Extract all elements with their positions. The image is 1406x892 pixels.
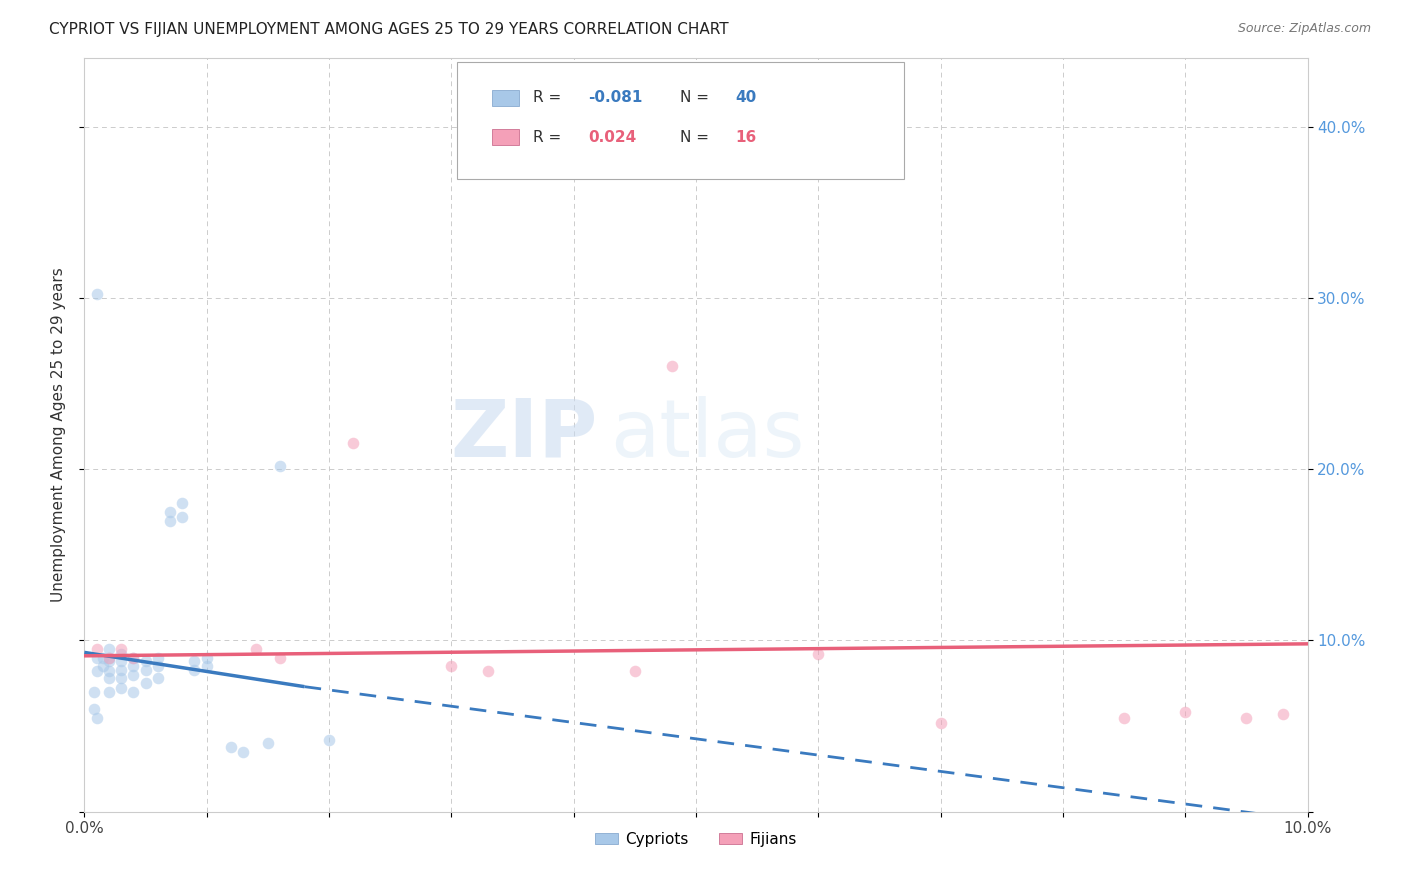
- Text: ZIP: ZIP: [451, 396, 598, 474]
- Point: [172, 510, 194, 524]
- Point: [86, 642, 108, 657]
- Point: [122, 659, 145, 673]
- Point: [183, 663, 205, 677]
- Point: [318, 732, 340, 747]
- Point: [97, 685, 120, 699]
- Point: [159, 514, 181, 528]
- Point: [110, 647, 132, 661]
- Point: [219, 739, 242, 754]
- Point: [86, 710, 108, 724]
- Point: [440, 659, 463, 673]
- FancyBboxPatch shape: [492, 89, 519, 106]
- Point: [86, 650, 108, 665]
- Point: [97, 642, 120, 657]
- Point: [110, 663, 132, 677]
- Point: [183, 654, 205, 668]
- Point: [83, 685, 105, 699]
- Y-axis label: Unemployment Among Ages 25 to 29 years: Unemployment Among Ages 25 to 29 years: [51, 268, 66, 602]
- Point: [135, 676, 157, 690]
- Text: N =: N =: [681, 90, 714, 105]
- Text: 16: 16: [735, 129, 756, 145]
- Point: [159, 505, 181, 519]
- Point: [91, 650, 114, 665]
- Point: [135, 654, 157, 668]
- Point: [91, 659, 114, 673]
- Text: atlas: atlas: [610, 396, 804, 474]
- Text: R =: R =: [533, 129, 567, 145]
- Point: [97, 654, 120, 668]
- Point: [97, 650, 120, 665]
- Point: [195, 650, 218, 665]
- Point: [122, 667, 145, 681]
- Point: [477, 665, 499, 679]
- Point: [86, 287, 108, 301]
- Point: [146, 650, 169, 665]
- Text: -0.081: -0.081: [588, 90, 643, 105]
- Point: [807, 647, 830, 661]
- Text: CYPRIOT VS FIJIAN UNEMPLOYMENT AMONG AGES 25 TO 29 YEARS CORRELATION CHART: CYPRIOT VS FIJIAN UNEMPLOYMENT AMONG AGE…: [49, 22, 728, 37]
- Point: [269, 650, 291, 665]
- Point: [122, 650, 145, 665]
- Point: [661, 359, 683, 374]
- Point: [342, 436, 364, 450]
- Point: [86, 665, 108, 679]
- Point: [172, 496, 194, 510]
- Point: [1236, 710, 1258, 724]
- Point: [110, 654, 132, 668]
- Point: [146, 671, 169, 685]
- Text: R =: R =: [533, 90, 567, 105]
- Text: Source: ZipAtlas.com: Source: ZipAtlas.com: [1237, 22, 1371, 36]
- Point: [122, 650, 145, 665]
- Point: [1114, 710, 1136, 724]
- Point: [245, 642, 267, 657]
- Point: [97, 650, 120, 665]
- FancyBboxPatch shape: [457, 62, 904, 178]
- Point: [257, 736, 280, 750]
- Point: [624, 665, 647, 679]
- Text: N =: N =: [681, 129, 714, 145]
- Point: [135, 663, 157, 677]
- Text: 0.024: 0.024: [588, 129, 637, 145]
- Point: [195, 659, 218, 673]
- Point: [1272, 707, 1295, 722]
- Point: [97, 671, 120, 685]
- Point: [122, 685, 145, 699]
- Text: 40: 40: [735, 90, 756, 105]
- Point: [83, 702, 105, 716]
- FancyBboxPatch shape: [492, 128, 519, 145]
- Point: [110, 642, 132, 657]
- Point: [269, 458, 291, 473]
- Point: [110, 671, 132, 685]
- Point: [146, 659, 169, 673]
- Point: [1174, 706, 1197, 720]
- Point: [110, 681, 132, 696]
- Point: [232, 745, 254, 759]
- Legend: Cypriots, Fijians: Cypriots, Fijians: [589, 826, 803, 853]
- Point: [97, 665, 120, 679]
- Point: [929, 715, 952, 730]
